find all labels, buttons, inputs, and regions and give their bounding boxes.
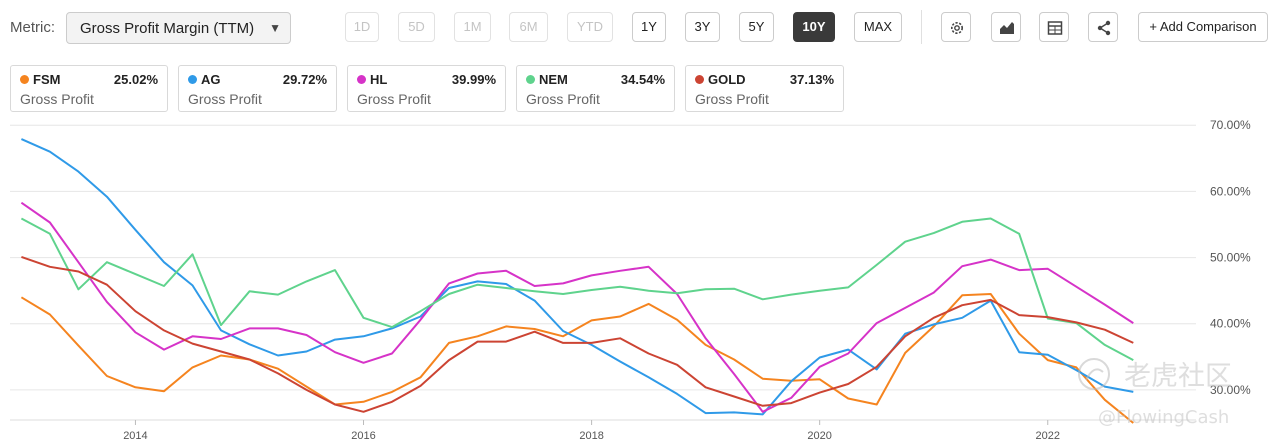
range-1m-button[interactable]: 1M	[454, 12, 491, 42]
card-ticker: FSM	[33, 72, 61, 87]
watermark-logo-mark	[1085, 368, 1104, 381]
chart-series	[20, 138, 1134, 424]
y-tick-label: 40.00%	[1210, 317, 1251, 331]
series-line-gold[interactable]	[21, 255, 1134, 413]
series-line-hl[interactable]	[20, 201, 1134, 413]
add-comparison-button[interactable]: + Add Comparison	[1138, 12, 1268, 42]
card-ticker: NEM	[539, 72, 568, 87]
card-value: 37.13%	[789, 72, 834, 87]
card-metric: Gross Profit	[20, 91, 94, 107]
x-tick-label: 2020	[807, 430, 831, 442]
x-tick-label: 2016	[351, 430, 375, 442]
legend-card-hl[interactable]: HL 39.99% Gross Profit	[347, 65, 506, 112]
card-value: 29.72%	[282, 72, 327, 87]
watermark-logo-icon	[1078, 358, 1110, 390]
series-line-ag[interactable]	[20, 138, 1134, 416]
card-value: 25.02%	[113, 72, 158, 87]
legend-card-ag[interactable]: AG 29.72% Gross Profit	[178, 65, 337, 112]
legend-card-nem[interactable]: NEM 34.54% Gross Profit	[516, 65, 675, 112]
chart-grid	[10, 124, 1196, 391]
card-value: 39.99%	[451, 72, 496, 87]
x-axis: 2014 2016 2018 2020 2022	[10, 419, 1196, 442]
toolbar-divider	[921, 10, 922, 44]
caret-down-icon: ▼	[269, 21, 281, 35]
card-ticker: GOLD	[708, 72, 746, 87]
range-6m-button[interactable]: 6M	[509, 12, 548, 42]
share-icon	[1097, 20, 1111, 36]
toolbar: Metric: Gross Profit Margin (TTM) ▼ 1D 5…	[0, 10, 1280, 46]
y-tick-label: 60.00%	[1210, 184, 1251, 198]
card-metric: Gross Profit	[357, 91, 431, 107]
y-tick-label: 50.00%	[1210, 251, 1251, 265]
x-tick-label: 2018	[579, 430, 603, 442]
share-button[interactable]	[1088, 12, 1118, 42]
y-tick-label: 30.00%	[1210, 383, 1251, 397]
card-ticker: AG	[201, 72, 221, 87]
range-1y-button[interactable]: 1Y	[632, 12, 666, 42]
series-line-fsm[interactable]	[20, 293, 1134, 424]
card-metric: Gross Profit	[526, 91, 600, 107]
card-value: 34.54%	[620, 72, 665, 87]
legend-card-gold[interactable]: GOLD 37.13% Gross Profit	[685, 65, 844, 112]
metric-select-value: Gross Profit Margin (TTM)	[80, 20, 255, 37]
watermark-handle: @FlowingCash	[1098, 407, 1229, 428]
range-1d-button[interactable]: 1D	[345, 12, 379, 42]
range-3y-button[interactable]: 3Y	[685, 12, 720, 42]
range-5y-button[interactable]: 5Y	[739, 12, 774, 42]
series-dot	[188, 75, 197, 84]
x-tick-label: 2022	[1036, 430, 1060, 442]
y-tick-label: 70.00%	[1210, 118, 1251, 132]
series-line-nem[interactable]	[20, 217, 1134, 361]
watermark-brand: 老虎社区	[1124, 361, 1232, 392]
range-10y-button[interactable]: 10Y	[793, 12, 835, 42]
y-axis: 30.00% 40.00% 50.00% 60.00% 70.00%	[1210, 118, 1251, 397]
gear-icon	[951, 22, 963, 34]
x-tick-label: 2014	[123, 430, 147, 442]
series-dot	[526, 75, 535, 84]
chart-type-button[interactable]	[991, 12, 1021, 42]
range-max-button[interactable]: MAX	[854, 12, 902, 42]
series-dot	[20, 75, 29, 84]
metric-label: Metric:	[10, 19, 55, 36]
chart-type-icon	[1000, 22, 1014, 34]
card-metric: Gross Profit	[188, 91, 262, 107]
settings-button[interactable]	[941, 12, 971, 42]
watermark: 老虎社区 @FlowingCash	[1078, 358, 1232, 428]
card-ticker: HL	[370, 72, 388, 87]
card-metric: Gross Profit	[695, 91, 769, 107]
table-icon	[1047, 21, 1063, 35]
metric-select[interactable]: Gross Profit Margin (TTM) ▼	[66, 12, 291, 44]
range-5d-button[interactable]: 5D	[398, 12, 435, 42]
table-view-button[interactable]	[1039, 12, 1069, 42]
series-dot	[695, 75, 704, 84]
series-dot	[357, 75, 366, 84]
legend-card-fsm[interactable]: FSM 25.02% Gross Profit	[10, 65, 168, 112]
range-ytd-button[interactable]: YTD	[567, 12, 613, 42]
